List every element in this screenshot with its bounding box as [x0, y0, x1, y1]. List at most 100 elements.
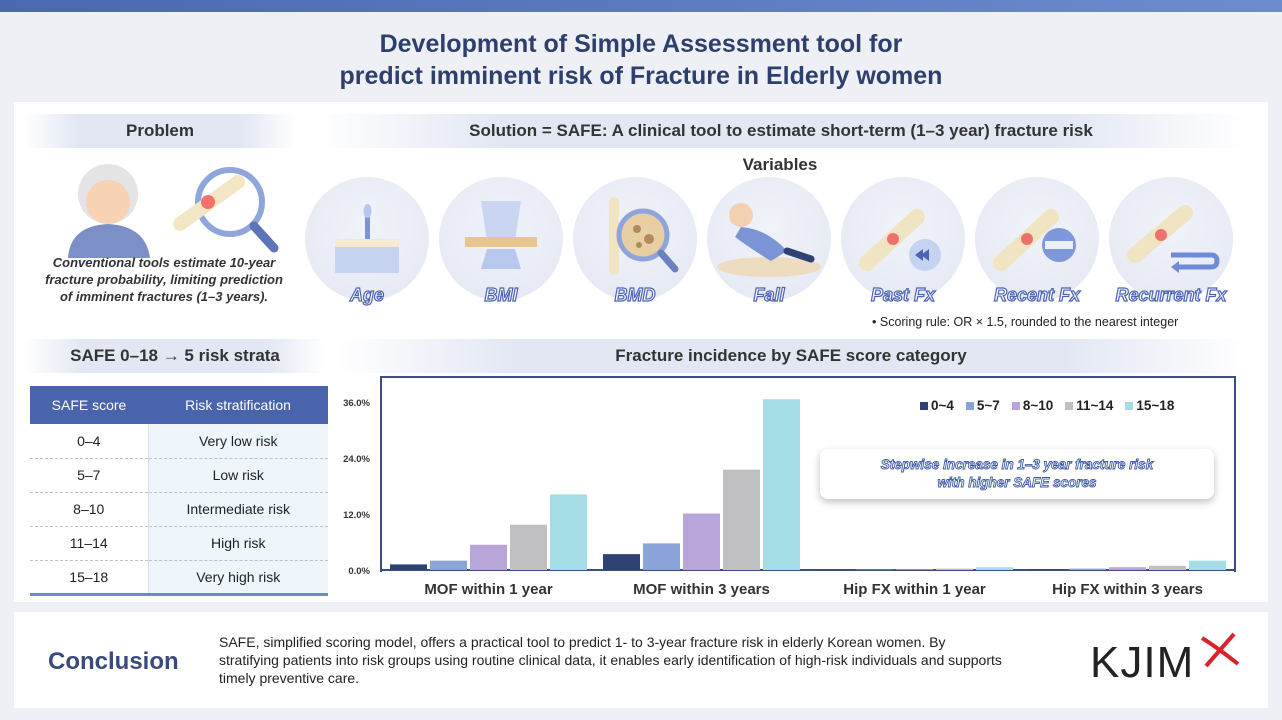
bar-0-4-3	[1029, 569, 1066, 571]
score-cell: 15–18	[30, 560, 148, 596]
bar-5-7-1	[643, 543, 680, 570]
title-line-2: predict imminent risk of Fracture in Eld…	[339, 62, 943, 90]
table-row: 5–7 Low risk	[30, 458, 328, 493]
bar-8-10-1	[683, 513, 720, 570]
bar-0-4-1	[603, 554, 640, 570]
bar-11-14-2	[936, 568, 973, 570]
y-tick-label: 36.0%	[343, 398, 370, 409]
bone-rewind-icon	[859, 209, 941, 271]
variable-recurrent-fx: Recurrent Fx	[1109, 177, 1233, 317]
legend-item: 15~18	[1125, 398, 1174, 413]
logo-text: KJIM	[1090, 638, 1195, 687]
callout-line-1: Stepwise increase in 1–3 year fracture r…	[880, 457, 1154, 473]
variable-bmi: BMI	[439, 177, 563, 317]
variable-label: Fall	[753, 284, 785, 305]
variable-label: BMD	[614, 284, 656, 305]
chart-callout: Stepwise increase in 1–3 year fracture r…	[820, 449, 1214, 499]
variable-circle	[1109, 177, 1233, 301]
x-category-label: Hip FX within 3 years	[1052, 581, 1203, 598]
table-row: 11–14 High risk	[30, 526, 328, 561]
bar-15-18-1	[763, 399, 800, 570]
variable-fall: Fall	[707, 177, 831, 317]
legend-swatch	[1065, 401, 1074, 410]
bar-11-14-0	[510, 524, 547, 570]
bar-8-10-0	[470, 544, 507, 570]
legend-swatch	[1125, 401, 1134, 410]
bone-density-magnifier-icon	[609, 197, 679, 275]
bar-11-14-1	[723, 469, 760, 570]
variable-age: Age	[305, 177, 429, 317]
variable-label: Past Fx	[870, 284, 936, 305]
variable-past-fx: Past Fx	[841, 177, 965, 317]
solution-header: Solution = SAFE: A clinical tool to esti…	[316, 114, 1246, 148]
legend-swatch	[920, 401, 928, 410]
x-category-label: MOF within 1 year	[424, 581, 553, 598]
column-header-score: SAFE score	[30, 386, 148, 424]
falling-person-icon	[717, 203, 821, 277]
variables-title: Variables	[742, 155, 818, 174]
kjim-logo: KJIM	[1090, 632, 1240, 688]
table-row: 15–18 Very high risk	[30, 560, 328, 596]
variable-recent-fx: Recent Fx	[975, 177, 1099, 317]
conclusion-panel	[14, 612, 1268, 708]
legend-item: 11~14	[1065, 398, 1113, 413]
x-category-label: MOF within 3 years	[633, 581, 770, 598]
legend-item: 5~7	[965, 398, 1000, 413]
variable-label: Age	[349, 284, 384, 305]
variable-label: BMI	[484, 284, 518, 305]
fracture-incidence-chart: 0.0% 12.0% 24.0% 36.0% MOF within 1 year MOF …	[343, 398, 1234, 598]
scoring-rule-text: Scoring rule: OR × 1.5, rounded to the n…	[879, 315, 1179, 329]
strata-header: SAFE 0–18 → 5 risk strata	[24, 339, 326, 373]
risk-cell: Very high risk	[147, 560, 328, 596]
legend-item: 8~10	[1011, 398, 1054, 413]
logo-cross-mark	[1200, 632, 1240, 668]
chart-legend: 0~4 5~7 8~10 11~14 15~18	[920, 398, 1174, 413]
bar-5-7-0	[430, 560, 467, 570]
bar-5-7-3	[1069, 568, 1106, 570]
legend-label: 5~7	[976, 398, 1000, 413]
column-header-risk: Risk stratification	[148, 386, 328, 424]
score-cell: 11–14	[30, 526, 148, 561]
bar-15-18-0	[550, 494, 587, 570]
variable-bmd: BMD	[573, 177, 697, 317]
table-row: 0–4 Very low risk	[30, 424, 328, 459]
score-cell: 5–7	[30, 458, 148, 493]
table-header-row: SAFE score Risk stratification	[30, 386, 328, 424]
risk-cell: High risk	[147, 526, 328, 561]
risk-strata-table: SAFE score Risk stratification 0–4 Very …	[30, 386, 328, 596]
score-cell: 8–10	[30, 492, 148, 527]
conclusion-text: SAFE, simplified scoring model, offers a…	[219, 634, 1002, 686]
magnifier-handle	[249, 221, 279, 253]
conclusion-title: Conclusion	[48, 648, 179, 675]
legend-label: 11~14	[1076, 398, 1114, 413]
score-cell: 0–4	[30, 424, 148, 459]
legend-swatch	[1011, 401, 1020, 410]
bar-8-10-2	[896, 569, 933, 570]
risk-cell: Low risk	[147, 458, 328, 493]
x-category-label: Hip FX within 1 year	[843, 581, 986, 598]
page-title: Development of Simple Assessment tool fo…	[0, 28, 1282, 92]
title-line-1: Development of Simple Assessment tool fo…	[379, 30, 903, 58]
y-tick-label: 24.0%	[343, 454, 370, 465]
elderly-woman-fracture-illustration	[68, 164, 279, 258]
legend-label: 0~4	[931, 398, 954, 413]
bar-15-18-3	[1189, 560, 1226, 570]
callout-line-2: with higher SAFE scores	[937, 475, 1097, 491]
risk-cell: Intermediate risk	[147, 492, 328, 527]
bar-5-7-2	[856, 569, 893, 571]
bar-0-4-2	[816, 569, 853, 571]
table-row: 8–10 Intermediate risk	[30, 492, 328, 527]
legend-label: 8~10	[1022, 398, 1054, 413]
problem-text: Conventional tools estimate 10-year frac…	[45, 255, 283, 304]
variable-label: Recurrent Fx	[1115, 284, 1227, 305]
problem-header: Problem	[24, 114, 296, 148]
bone-repeat-icon	[1127, 205, 1220, 273]
magnifier-ring	[195, 167, 265, 237]
cake-icon	[335, 204, 399, 273]
legend-label: 15~18	[1136, 398, 1175, 413]
legend-swatch	[965, 401, 974, 410]
tape-measure-icon	[465, 201, 537, 269]
y-tick-label: 0.0%	[348, 566, 370, 577]
bone-new-badge-icon	[993, 209, 1076, 271]
scoring-rule: • Scoring rule: OR × 1.5, rounded to the…	[872, 315, 1179, 329]
